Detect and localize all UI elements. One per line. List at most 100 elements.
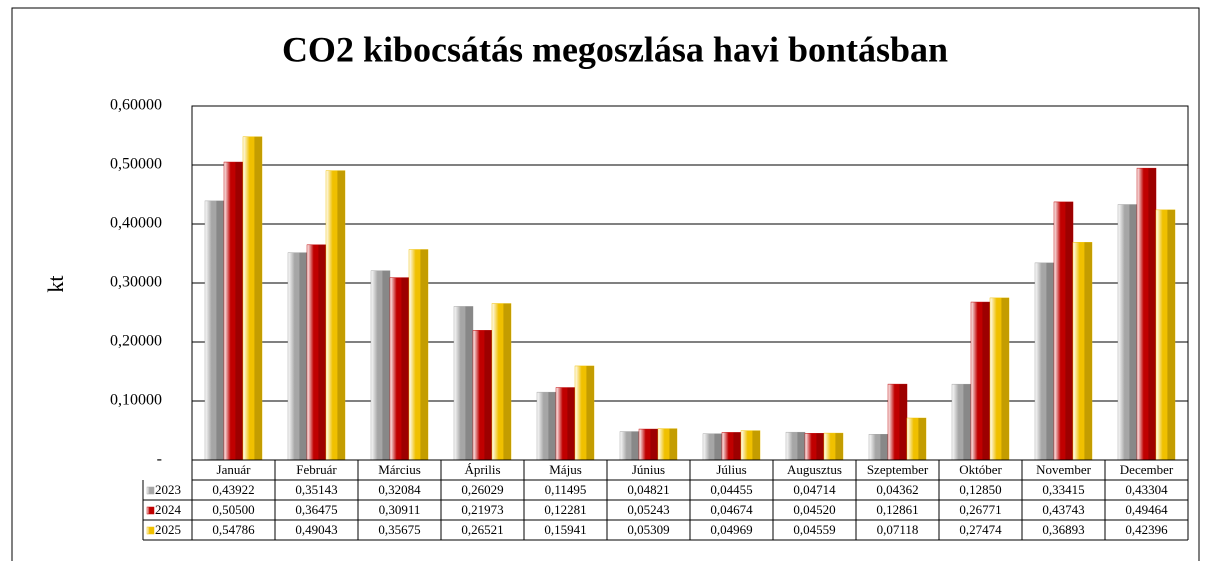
bar-shade [235, 162, 243, 461]
x-tick-label: Március [378, 462, 421, 477]
bar-shade [1129, 204, 1137, 460]
bar-shade [548, 392, 556, 460]
x-tick-label: Április [464, 462, 500, 477]
table-value: 0,12850 [959, 482, 1001, 497]
table-value: 0,04969 [710, 522, 752, 537]
x-tick-label: Május [549, 462, 582, 477]
table-value: 0,12861 [876, 502, 918, 517]
bar-shade [1001, 297, 1009, 460]
table-value: 0,26029 [461, 482, 503, 497]
table-value: 0,04559 [793, 522, 835, 537]
table-value: 0,15941 [544, 522, 586, 537]
y-tick-label: 0,10000 [110, 392, 162, 409]
table-value: 0,35143 [295, 482, 337, 497]
bar-shade [1167, 209, 1175, 460]
bar-shade [254, 136, 262, 460]
table-value: 0,43304 [1125, 482, 1168, 497]
table-value: 0,12281 [544, 502, 586, 517]
bar-shade [420, 249, 428, 460]
bar-shade [1084, 242, 1092, 460]
y-tick-label: 0,50000 [110, 156, 162, 173]
table-value: 0,43922 [212, 482, 254, 497]
x-tick-label: Augusztus [787, 462, 842, 477]
table-value: 0,50500 [212, 502, 254, 517]
chart-border [11, 7, 1200, 561]
bar-shade [918, 418, 926, 460]
bar-shade [982, 302, 990, 460]
bar-shade [401, 277, 409, 460]
table-value: 0,04520 [793, 502, 835, 517]
y-tick-label: 0,40000 [110, 215, 162, 232]
table-value: 0,32084 [378, 482, 421, 497]
bar-shade [586, 365, 594, 460]
table-value: 0,26521 [461, 522, 503, 537]
table-value: 0,43743 [1042, 502, 1084, 517]
table-value: 0,49043 [295, 522, 337, 537]
table-value: 0,35675 [378, 522, 420, 537]
bar-shade [216, 200, 224, 460]
table-value: 0,36475 [295, 502, 337, 517]
chart-title: CO2 kibocsátás megoszlása havi bontásban [282, 29, 948, 69]
bar-shade [899, 384, 907, 460]
bar-shade [465, 306, 473, 460]
bar-shade [318, 244, 326, 460]
legend-key [146, 526, 155, 535]
y-tick-label: 0,20000 [110, 333, 162, 350]
bar-shade [1065, 201, 1073, 460]
bar-shade [835, 433, 843, 460]
x-tick-label: December [1120, 462, 1174, 477]
bar-shade [816, 433, 824, 460]
table-value: 0,36893 [1042, 522, 1084, 537]
bar-shade [797, 432, 805, 460]
table-value: 0,04821 [627, 482, 669, 497]
table-value: 0,33415 [1042, 482, 1084, 497]
table-value: 0,49464 [1125, 502, 1168, 517]
legend-label: 2024 [155, 502, 182, 517]
x-tick-label: November [1036, 462, 1092, 477]
bar-shade [752, 430, 760, 460]
table-value: 0,05309 [627, 522, 669, 537]
table-value: 0,27474 [959, 522, 1002, 537]
legend-label: 2025 [155, 522, 181, 537]
bar-shade [631, 431, 639, 460]
x-tick-label: Június [632, 462, 665, 477]
bar-shade [733, 432, 741, 460]
legend-label: 2023 [155, 482, 181, 497]
table-value: 0,05243 [627, 502, 669, 517]
bar-shade [299, 252, 307, 460]
bar-shade [714, 433, 722, 460]
y-axis-label: kt [43, 275, 68, 292]
bar-shade [650, 429, 658, 460]
y-tick-label: 0,30000 [110, 274, 162, 291]
legend-key [146, 486, 155, 495]
bar-shade [669, 428, 677, 460]
table-value: 0,04674 [710, 502, 753, 517]
x-tick-label: Január [217, 462, 252, 477]
table-value: 0,11495 [545, 482, 587, 497]
x-tick-label: Október [959, 462, 1002, 477]
bar-shade [963, 384, 971, 460]
y-tick-label: - [157, 451, 162, 468]
table-value: 0,26771 [959, 502, 1001, 517]
table-value: 0,04455 [710, 482, 752, 497]
bar-shade [337, 170, 345, 460]
x-tick-label: Február [296, 462, 337, 477]
table-value: 0,21973 [461, 502, 503, 517]
x-tick-label: Július [716, 462, 746, 477]
table-value: 0,42396 [1125, 522, 1168, 537]
bar-shade [503, 303, 511, 460]
bar-shade [567, 387, 575, 460]
x-tick-label: Szeptember [867, 462, 929, 477]
table-value: 0,04362 [876, 482, 918, 497]
bar-shade [880, 434, 888, 460]
bar-shade [484, 330, 492, 460]
bar-shade [1148, 168, 1156, 460]
bar-shade [382, 270, 390, 460]
legend-key [146, 506, 155, 515]
table-value: 0,30911 [379, 502, 421, 517]
bar-shade [1046, 262, 1054, 460]
table-value: 0,54786 [212, 522, 255, 537]
table-value: 0,04714 [793, 482, 836, 497]
